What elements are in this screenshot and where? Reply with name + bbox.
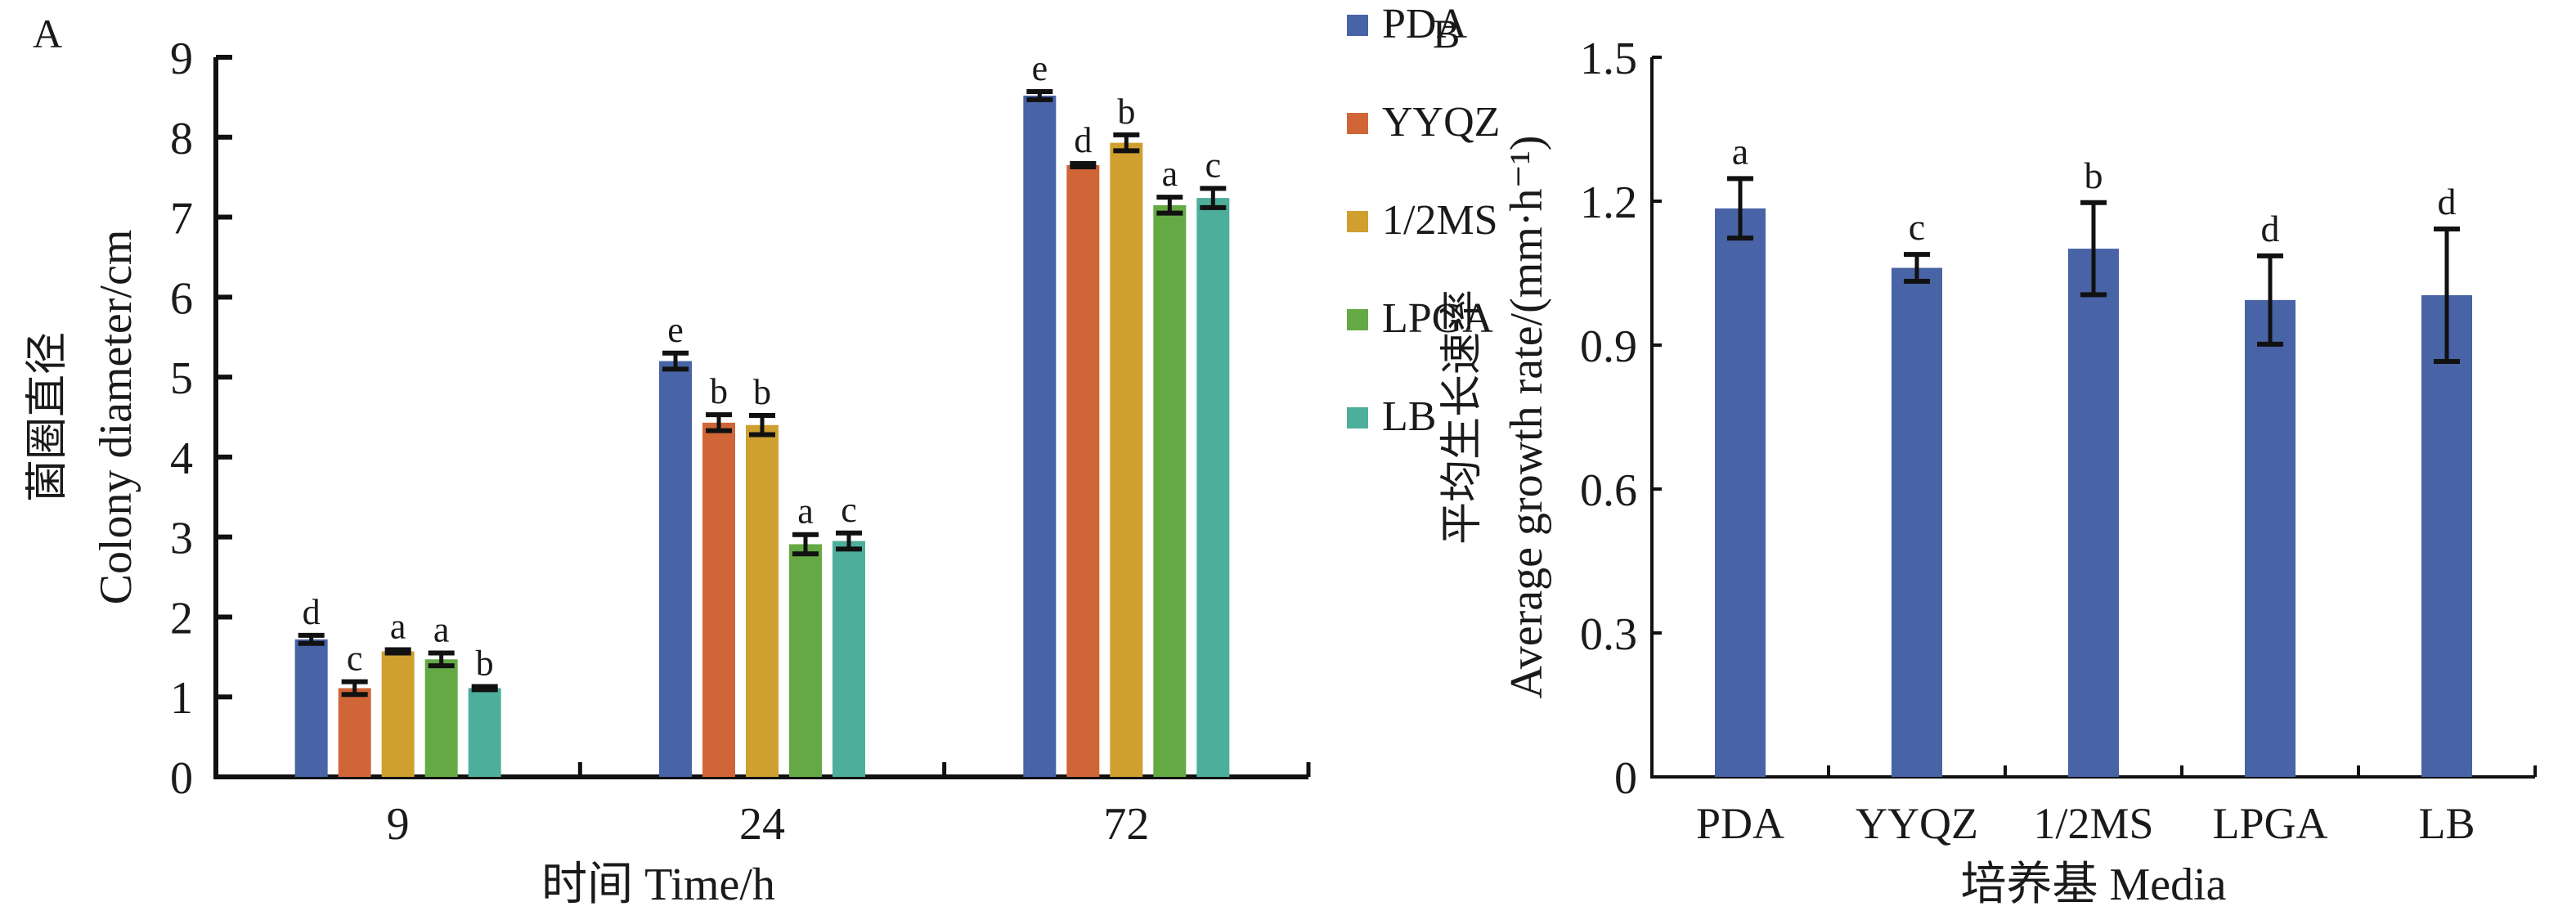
x-tick-label: LPGA [2212, 799, 2327, 848]
significance-label: a [1732, 130, 1748, 172]
significance-label: a [433, 609, 450, 649]
significance-label: c [841, 490, 857, 530]
bar-YYQZ-72 [1066, 165, 1100, 777]
legend-label: PDA [1382, 1, 1467, 47]
significance-label: b [753, 372, 771, 412]
y-tick-label: 0.9 [1580, 321, 1637, 372]
significance-label: a [1162, 154, 1178, 194]
significance-label: b [710, 371, 728, 411]
legend-swatch-PDA [1347, 15, 1368, 36]
panel-b-label: B [1433, 11, 1460, 56]
x-tick-label: PDA [1696, 799, 1784, 848]
legend-swatch-YYQZ [1347, 113, 1368, 134]
y-tick-label: 8 [170, 114, 193, 164]
bar-PDA [1715, 208, 1766, 778]
legend-swatch-1/2MS [1347, 211, 1368, 232]
significance-label: e [1032, 48, 1048, 88]
x-tick-label: 9 [387, 799, 410, 850]
bar-1/2MS-72 [1110, 142, 1143, 778]
legend-label: YYQZ [1382, 99, 1500, 146]
significance-label: d [2438, 181, 2457, 222]
legend-label: LPGA [1382, 295, 1493, 342]
y-tick-label: 0.6 [1580, 465, 1637, 516]
legend-swatch-LB [1347, 407, 1368, 429]
y-tick-label: 1.5 [1580, 34, 1637, 84]
significance-label: a [797, 491, 814, 532]
significance-label: d [1074, 120, 1092, 160]
significance-label: b [2085, 155, 2103, 196]
bar-LPGA-72 [1153, 204, 1187, 777]
panel-b-bars: a c b d d [1715, 130, 2472, 778]
significance-label: b [476, 644, 494, 684]
significance-label: b [1117, 92, 1135, 132]
y-tick-label: 0 [1614, 753, 1637, 804]
y-tick-label: 7 [170, 194, 193, 245]
panel-b-axes: 0 0.3 0.6 0.9 1.2 1.5 PDA YYQZ 1/2MS LPGA LB [1580, 34, 2537, 848]
bar-PDA-9 [294, 639, 328, 777]
bar-1/2MS-9 [381, 651, 415, 777]
significance-label: c [1909, 206, 1925, 248]
legend-swatch-LPGA [1347, 309, 1368, 330]
y-tick-label: 6 [170, 273, 193, 324]
panel-a-label: A [33, 11, 62, 56]
x-tick-label: LB [2418, 799, 2475, 848]
bar-LB [2421, 294, 2472, 777]
significance-label: a [390, 607, 406, 647]
bar-LPGA-9 [424, 659, 458, 777]
y-tick-label: 2 [170, 593, 193, 644]
significance-label: d [2261, 208, 2280, 249]
y-tick-label: 1.2 [1580, 177, 1637, 228]
y-tick-label: 9 [170, 34, 193, 84]
x-tick-label: 24 [739, 799, 785, 850]
panel-a-ylabel: Colony diameter/cm [91, 230, 141, 605]
legend-label: LB [1382, 393, 1436, 440]
bar-LB-9 [468, 688, 501, 777]
y-tick-label: 4 [170, 433, 193, 484]
bar-LPGA-24 [789, 544, 822, 777]
significance-label: c [1205, 145, 1222, 185]
bar-LPGA [2245, 299, 2296, 777]
bar-YYQZ-24 [702, 422, 735, 777]
panel-a-ylabel-cn: 菌圈直径 [25, 332, 71, 502]
panel-a-xlabel: 时间 Time/h [541, 859, 775, 910]
y-tick-label: 0 [170, 753, 193, 804]
panel-b-xlabel: 培养基 Media [1960, 859, 2226, 910]
y-tick-label: 1 [170, 673, 193, 724]
significance-label: c [347, 639, 363, 679]
significance-label: d [303, 592, 321, 632]
bar-1/2MS-24 [746, 424, 779, 777]
significance-label: e [667, 310, 684, 350]
y-tick-label: 0.3 [1580, 609, 1637, 660]
bar-LB-72 [1196, 198, 1230, 778]
bar-PDA-72 [1023, 95, 1057, 777]
bar-PDA-24 [659, 361, 692, 777]
legend-label: 1/2MS [1382, 197, 1498, 244]
bar-1/2MS [2068, 249, 2119, 778]
bar-YYQZ-9 [338, 688, 371, 777]
x-tick-label: YYQZ [1856, 799, 1978, 848]
bar-YYQZ [1892, 267, 1942, 778]
panel-b: B 平均生长速率 Average growth rate/(mm·h⁻¹) 培养… [1433, 11, 2537, 910]
x-tick-label: 72 [1103, 799, 1149, 850]
panel-b-ylabel: Average growth rate/(mm·h⁻¹) [1501, 135, 1552, 698]
panel-a: A 菌圈直径 Colony diameter/cm 时间 Time/h 0 1 2 3… [25, 1, 1500, 910]
bar-LB-24 [832, 541, 865, 777]
y-tick-label: 5 [170, 353, 193, 404]
panel-a-legend: PDA YYQZ 1/2MS LPGA LB [1347, 1, 1500, 440]
x-tick-label: 1/2MS [2033, 799, 2153, 848]
panel-b-ylabel-cn: 平均生长速率 [1439, 289, 1486, 545]
y-tick-label: 3 [170, 514, 193, 564]
